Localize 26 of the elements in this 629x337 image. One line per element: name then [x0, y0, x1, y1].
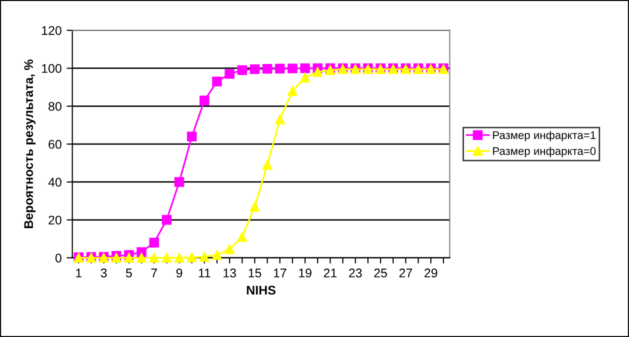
legend-label: Размер инфаркта=0: [493, 146, 596, 158]
y-tick-label: 120: [42, 26, 62, 35]
x-tick-label: 7: [151, 268, 157, 278]
x-tick-label: 21: [324, 268, 337, 278]
x-tick-label: 27: [399, 268, 412, 278]
x-tick-label: 23: [349, 268, 362, 278]
x-axis-title: NIHS: [246, 286, 276, 295]
legend-label: Размер инфаркта=1: [493, 130, 596, 142]
x-tick-label: 3: [100, 268, 107, 278]
y-tick-label: 20: [48, 216, 62, 225]
x-tick-label: 15: [248, 268, 262, 278]
x-tick-label: 17: [274, 268, 286, 278]
x-tick-label: 13: [224, 268, 236, 278]
y-tick-label: 0: [55, 254, 62, 262]
x-tick-label: 9: [176, 268, 182, 278]
y-tick-label: 40: [48, 178, 62, 187]
y-tick-label: 100: [42, 64, 62, 73]
x-tick-label: 5: [126, 268, 132, 278]
x-tick-label: 29: [424, 268, 438, 278]
x-tick-label: 19: [299, 268, 312, 278]
x-tick-label: 1: [76, 268, 82, 278]
x-tick-label: 25: [374, 268, 387, 278]
y-tick-label: 60: [48, 140, 62, 149]
y-tick-label: 80: [48, 102, 62, 111]
y-axis-title: Вероятность результата, %: [24, 60, 36, 228]
x-tick-label: 11: [198, 268, 210, 278]
